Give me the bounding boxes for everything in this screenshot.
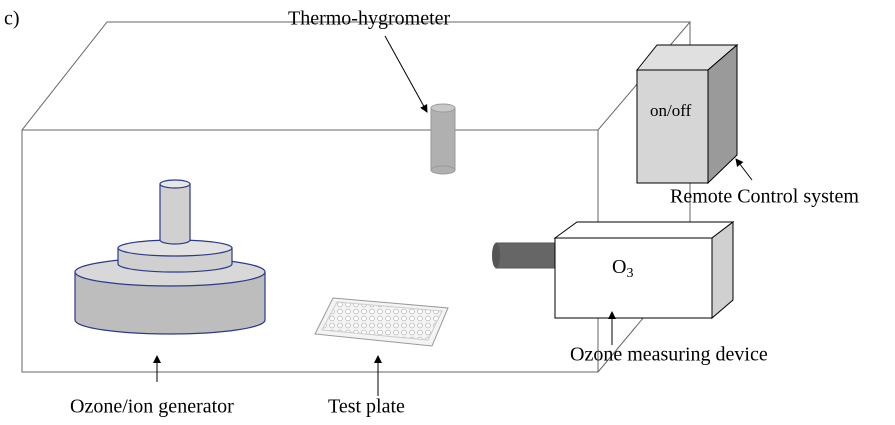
ozone-device: [553, 220, 735, 320]
remote-box: [635, 43, 739, 185]
label: Thermo-hygrometer: [288, 8, 450, 30]
label: Ozone/ion generator: [70, 396, 234, 418]
test-plate: [314, 297, 449, 347]
symbol-subscript: 3: [626, 266, 633, 281]
switch-label: on/off: [650, 101, 692, 120]
symbol-base: O: [612, 256, 626, 278]
thermo-hygrometer: [430, 103, 456, 175]
generator: [74, 179, 266, 335]
ozone-probe: [492, 242, 556, 269]
label: Ozone measuring device: [570, 344, 768, 366]
arrow: [384, 35, 428, 113]
label: Remote Control system: [670, 186, 859, 208]
arrow: [735, 158, 753, 181]
panel-label: c): [4, 8, 20, 30]
label: Test plate: [328, 396, 405, 418]
ozone-symbol: O3: [612, 256, 633, 282]
